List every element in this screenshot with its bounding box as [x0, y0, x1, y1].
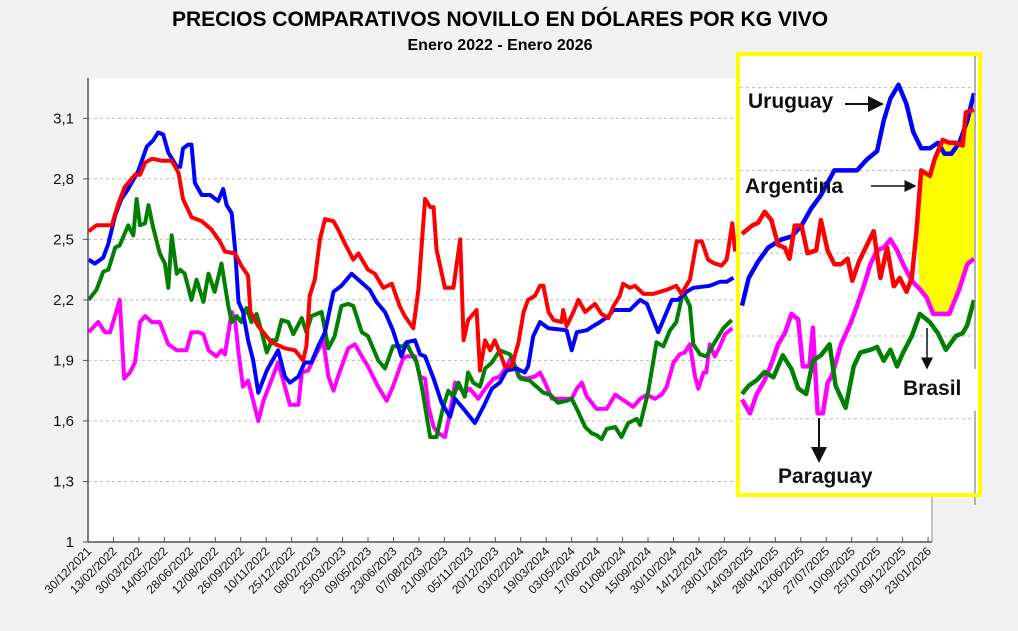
- y-tick-label: 2,2: [53, 292, 74, 309]
- y-tick-label: 2,5: [53, 231, 74, 248]
- inset-series-line-brasil: [740, 299, 977, 411]
- series-line-brasil: [88, 197, 734, 442]
- inset-frame: [736, 52, 982, 497]
- highlight-area: [916, 109, 974, 314]
- inset-series-line-argentina: [740, 107, 975, 295]
- y-tick-label: 2,8: [53, 171, 74, 188]
- series-line-paraguay: [88, 297, 734, 440]
- y-tick-label: 1: [66, 534, 74, 551]
- y-tick-label: 1,6: [53, 413, 74, 430]
- y-tick-label: 1,3: [53, 473, 74, 490]
- series-line-argentina: [88, 156, 738, 373]
- inset-zoom-panel: Uruguay Argentina Brasil Paraguay: [736, 52, 982, 505]
- chart-subtitle: Enero 2022 - Enero 2026: [407, 37, 593, 54]
- inset-series-line-paraguay: [740, 237, 976, 416]
- y-tick-label: 1,9: [53, 352, 74, 369]
- label-paraguay: Paraguay: [778, 465, 873, 488]
- label-brasil: Brasil: [903, 377, 961, 400]
- inset-series-line-uruguay: [740, 82, 977, 307]
- label-uruguay: Uruguay: [748, 90, 834, 113]
- chart-title: PRECIOS COMPARATIVOS NOVILLO EN DÓLARES …: [171, 8, 829, 31]
- label-argentina: Argentina: [745, 175, 843, 198]
- y-tick-label: 3,1: [53, 110, 74, 127]
